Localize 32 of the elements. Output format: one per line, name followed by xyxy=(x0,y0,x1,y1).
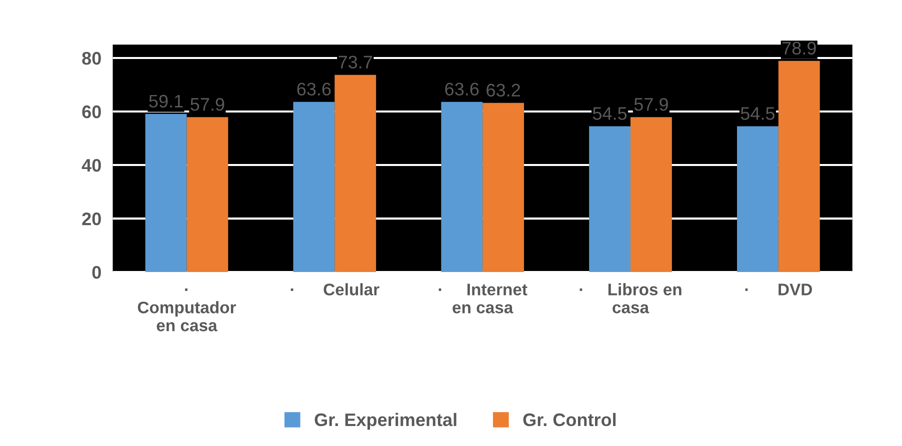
x-tick-label: · DVD xyxy=(745,284,812,296)
data-label: 73.7 xyxy=(338,56,372,68)
x-tick-label: · Libros en casa xyxy=(580,283,682,314)
y-tick-label: 60 xyxy=(82,105,101,118)
y-tick-label: 40 xyxy=(82,158,101,172)
bar xyxy=(293,102,335,272)
bar xyxy=(441,102,483,272)
data-label: 78.9 xyxy=(782,42,816,55)
x-tick-label: · Computador en casa xyxy=(138,288,236,332)
data-label: 63.6 xyxy=(297,82,331,96)
bar xyxy=(589,126,630,272)
data-label: 63.6 xyxy=(445,82,479,96)
data-label: 54.5 xyxy=(592,107,627,120)
data-label: 59.1 xyxy=(149,94,183,108)
legend-label: Gr. Experimental xyxy=(314,412,456,430)
data-label: 57.9 xyxy=(634,98,668,111)
data-label: 54.5 xyxy=(740,107,775,120)
bar xyxy=(334,74,376,272)
bar xyxy=(630,117,672,272)
x-tick-label: · Internet en casa xyxy=(438,284,528,314)
bar xyxy=(778,60,820,272)
y-tick-label: 0 xyxy=(92,266,101,279)
bar xyxy=(737,126,778,272)
x-tick-label: · Celular xyxy=(290,283,380,296)
data-label: 57.9 xyxy=(190,98,224,111)
y-tick-label: 80 xyxy=(82,52,101,65)
legend-label: Gr. Control xyxy=(523,412,616,426)
bar xyxy=(482,102,524,272)
data-label: 63.2 xyxy=(486,84,520,97)
bar xyxy=(145,114,187,272)
y-tick-label: 20 xyxy=(82,212,101,226)
bar xyxy=(186,117,228,272)
